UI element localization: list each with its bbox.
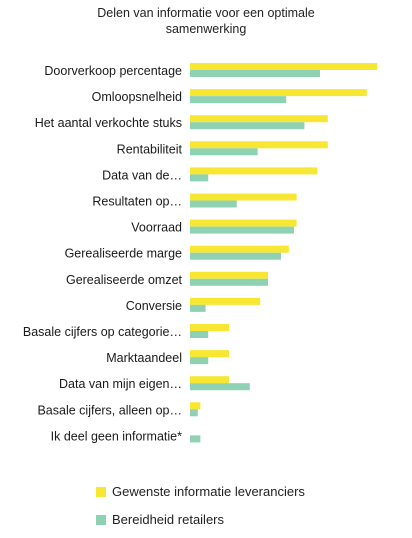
legend-item-1: Gewenste informatie leveranciers	[96, 484, 305, 499]
bar-series-1-14	[190, 402, 201, 410]
bar-series-2-5	[190, 174, 209, 182]
bar-series-1-6	[190, 193, 297, 201]
category-label-10: Conversie	[126, 299, 182, 313]
category-label-8: Gerealiseerde marge	[65, 247, 182, 261]
category-label-5: Data van de…	[102, 168, 182, 182]
category-label-12: Marktaandeel	[106, 351, 182, 365]
legend-item-2: Bereidheid retailers	[96, 512, 224, 527]
bar-series-2-4	[190, 148, 258, 156]
category-label-7: Voorraad	[131, 221, 182, 235]
chart-title-line-2: samenwerking	[165, 22, 247, 36]
category-label-9: Gerealiseerde omzet	[66, 273, 183, 287]
category-label-1: Doorverkoop percentage	[44, 64, 182, 78]
bar-series-2-8	[190, 252, 281, 260]
bar-series-2-13	[190, 383, 250, 391]
bar-series-2-15	[190, 435, 201, 443]
bar-series-1-9	[190, 271, 268, 279]
bar-series-1-3	[190, 115, 328, 123]
bar-series-2-11	[190, 331, 209, 338]
category-label-3: Het aantal verkochte stuks	[35, 116, 182, 130]
bar-series-2-10	[190, 304, 206, 312]
bar-series-1-1	[190, 63, 378, 70]
legend-label-1: Gewenste informatie leveranciers	[112, 484, 305, 499]
category-label-6: Resultaten op…	[92, 195, 182, 209]
bar-series-1-10	[190, 297, 261, 305]
bar-series-2-14	[190, 409, 198, 417]
bar-series-1-11	[190, 324, 229, 331]
category-label-11: Basale cijfers op categorie…	[23, 325, 182, 339]
category-label-2: Omloopsnelheid	[92, 90, 182, 104]
bar-series-1-7	[190, 219, 297, 227]
bar-series-1-4	[190, 141, 328, 149]
bar-series-1-2	[190, 89, 367, 97]
category-label-13: Data van mijn eigen…	[59, 377, 182, 391]
legend-label-2: Bereidheid retailers	[112, 512, 225, 527]
legend-swatch-2	[96, 515, 106, 525]
bar-series-2-9	[190, 278, 268, 286]
legend-swatch-1	[96, 487, 106, 497]
bar-series-1-13	[190, 376, 229, 384]
bar-series-1-12	[190, 350, 229, 358]
category-label-15: Ik deel geen informatie*	[51, 429, 182, 443]
bar-series-2-6	[190, 200, 237, 208]
bar-series-1-5	[190, 167, 318, 175]
bar-series-2-1	[190, 70, 320, 77]
category-label-4: Rentabiliteit	[117, 142, 183, 156]
bar-series-2-3	[190, 122, 305, 130]
bar-series-2-2	[190, 96, 287, 104]
bar-series-1-8	[190, 245, 289, 253]
category-label-14: Basale cijfers, alleen op…	[37, 403, 182, 417]
bar-series-2-12	[190, 357, 209, 365]
chart-title-line-1: Delen van informatie voor een optimale	[97, 6, 315, 20]
bar-series-2-7	[190, 226, 294, 234]
